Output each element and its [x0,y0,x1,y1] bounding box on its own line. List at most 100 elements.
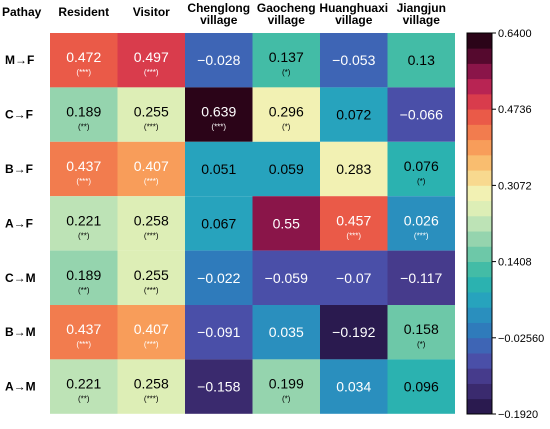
heatmap-cell [252,141,320,197]
cell-value: 0.072 [336,107,371,123]
colorbar-segment [467,322,492,339]
row-header: C→F [5,108,33,122]
heatmap-cell [320,250,388,305]
heatmap-cell [387,250,455,305]
cell-value: −0.158 [197,379,240,395]
cell-value: 0.076 [404,158,439,174]
colorbar-tick-label: −0.1920 [498,409,538,421]
heatmap-cell [117,141,185,197]
heatmap-cell [50,141,118,197]
cell-value: 0.407 [134,321,169,337]
column-header: Resident [58,5,109,19]
cell-value: 0.497 [134,49,169,65]
column-header: Jiangjun village [397,1,446,27]
colorbar-segment [467,292,492,308]
heatmap-cell [185,141,253,197]
heatmap-cell [252,359,320,414]
significance-label: (*) [282,68,291,77]
heatmap-cell [185,305,253,360]
heatmap-cell [320,141,388,197]
heatmap-cell [117,305,185,360]
cell-value: 0.035 [269,324,304,340]
significance-label: (*) [417,177,426,186]
colorbar-segment [467,231,492,247]
cell-value: 0.258 [134,212,169,228]
heatmap-cell [117,250,185,305]
heatmap-cell [185,359,253,414]
heatmap-cell [387,33,455,88]
colorbar-segment [467,170,492,186]
cell-value: 0.55 [273,215,300,231]
heatmap-cell [252,305,320,360]
cell-value: 0.258 [134,376,169,392]
colorbar-segment [467,93,492,110]
colorbar-segment [467,246,492,262]
colorbar-segment [467,261,492,278]
column-headers: Resident Visitor Chenglong village Gaocheng v… [58,1,446,27]
column-header: Chenglong village [187,1,250,27]
cell-value: −0.059 [265,270,308,286]
heatmap-cell [50,305,118,360]
heatmap-cell [320,196,388,251]
cell-value: 0.472 [66,49,101,65]
column-header: Gaocheng village [257,1,316,27]
cell-value: 0.457 [336,212,371,228]
significance-label: (*) [417,340,426,349]
cell-value: 0.096 [404,379,439,395]
column-header: Visitor [133,5,170,19]
cell-value: 0.13 [408,52,435,68]
heatmap-cell [387,87,455,142]
row-header: A→F [5,216,33,230]
cell-value: 0.437 [66,321,101,337]
significance-label: (***) [144,286,159,295]
cell-value: −0.028 [197,52,240,68]
cell-value: −0.07 [336,270,372,286]
cell-value: 0.255 [134,267,169,283]
colorbar-segment [467,383,492,400]
colorbar: 0.6400 0.4736 0.3072 0.1408 −0.02560 −0.1920 [466,28,544,421]
heatmap-cell [387,305,455,360]
heatmap-cell [50,33,118,88]
significance-label: (**) [78,395,90,404]
row-headers: M→F C→F B→F A→F C→M B→M A→M [5,53,36,393]
row-header: B→M [5,325,36,339]
colorbar-segment [467,398,492,415]
cell-value: 0.051 [201,161,236,177]
colorbar-segment [467,276,492,293]
cell-value: 0.221 [66,376,101,392]
heatmap-cell [185,33,253,88]
cell-value: 0.158 [404,321,439,337]
significance-label: (**) [78,231,90,240]
heatmap-cell [252,87,320,142]
heatmap-cell [117,196,185,251]
significance-label: (***) [144,340,159,349]
significance-label: (***) [144,395,159,404]
cell-value: 0.059 [269,161,304,177]
significance-label: (***) [76,68,91,77]
significance-label: (***) [211,123,226,132]
column-header: Huanghuaxi village [319,1,388,27]
colorbar-segment [467,337,492,354]
colorbar-segment [467,124,492,141]
colorbar-segment [467,215,492,232]
heatmap-cell [252,250,320,305]
significance-label: (***) [346,231,361,240]
heatmap-cells: 0.472 (***) 0.497 (***) −0.028 0.137 (*) −0.053… [50,33,455,414]
heatmap-cell [252,33,320,88]
significance-label: (**) [78,286,90,295]
cell-value: 0.283 [336,161,371,177]
row-header: C→M [5,271,36,285]
cell-value: 0.026 [404,212,439,228]
significance-label: (***) [76,177,91,186]
row-header: B→F [5,162,33,176]
heatmap-cell [185,87,253,142]
significance-label: (**) [78,123,90,132]
colorbar-tick-label: 0.3072 [498,180,532,192]
heatmap-cell [50,196,118,251]
cell-value: 0.639 [201,104,236,120]
cell-value: −0.192 [332,324,375,340]
heatmap-cell [185,250,253,305]
colorbar-segment [467,307,492,323]
corner-label: Pathay [2,5,42,19]
